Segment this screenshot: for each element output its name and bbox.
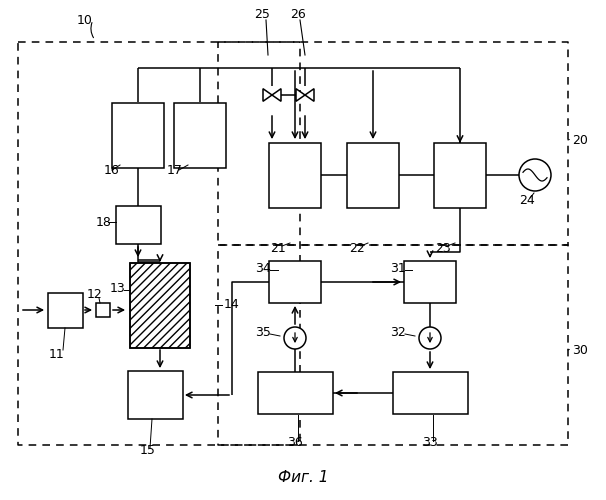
Text: 33: 33 — [422, 436, 438, 450]
Bar — [174, 102, 226, 168]
Bar — [130, 262, 190, 348]
Bar — [269, 142, 321, 208]
Text: 31: 31 — [390, 262, 406, 274]
Bar — [112, 102, 164, 168]
Bar — [130, 262, 190, 348]
Text: 14: 14 — [224, 298, 240, 312]
Circle shape — [419, 327, 441, 349]
Text: 23: 23 — [435, 242, 451, 254]
Bar — [347, 142, 399, 208]
Bar — [404, 261, 456, 303]
Text: 34: 34 — [255, 262, 271, 274]
Polygon shape — [263, 88, 272, 102]
Text: 22: 22 — [349, 242, 365, 254]
Text: 16: 16 — [104, 164, 120, 176]
Text: 24: 24 — [519, 194, 535, 206]
Text: 17: 17 — [167, 164, 183, 176]
Bar — [130, 262, 190, 348]
Circle shape — [519, 159, 551, 191]
Text: 30: 30 — [572, 344, 588, 356]
Polygon shape — [296, 88, 305, 102]
Text: 26: 26 — [290, 8, 306, 22]
Bar — [258, 372, 333, 414]
Bar — [269, 261, 321, 303]
Bar — [96, 303, 110, 317]
Text: Фиг. 1: Фиг. 1 — [278, 470, 328, 486]
Text: 20: 20 — [572, 134, 588, 146]
Bar — [127, 371, 182, 419]
Bar — [116, 206, 161, 244]
Text: 32: 32 — [390, 326, 406, 338]
Text: 35: 35 — [255, 326, 271, 338]
Text: 15: 15 — [140, 444, 156, 456]
Polygon shape — [272, 88, 281, 102]
Text: 21: 21 — [270, 242, 286, 254]
Bar — [434, 142, 486, 208]
Bar — [47, 292, 82, 328]
Text: 25: 25 — [254, 8, 270, 22]
Bar — [393, 372, 467, 414]
Text: 10: 10 — [77, 14, 93, 26]
Text: 12: 12 — [87, 288, 103, 302]
Circle shape — [284, 327, 306, 349]
Text: 36: 36 — [287, 436, 303, 450]
Text: 11: 11 — [49, 348, 65, 362]
Text: 18: 18 — [96, 216, 112, 228]
Polygon shape — [305, 88, 314, 102]
Text: 13: 13 — [110, 282, 126, 294]
